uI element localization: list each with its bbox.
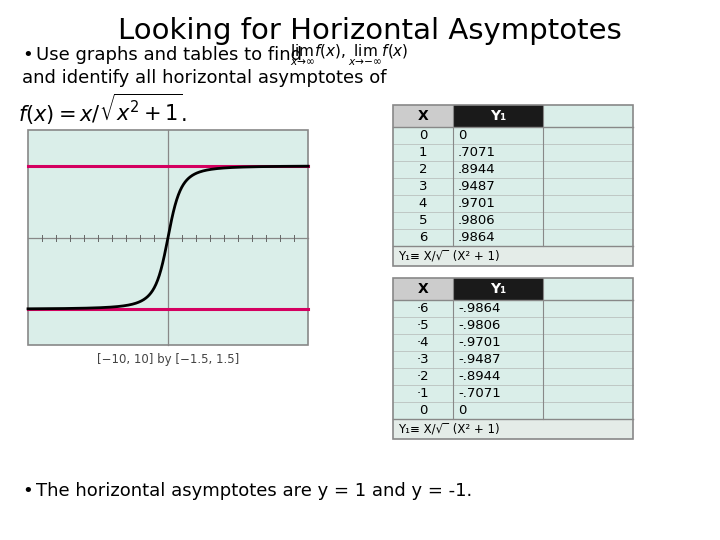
Text: ·5: ·5 <box>417 319 429 332</box>
Text: -.9864: -.9864 <box>458 302 500 315</box>
Bar <box>393 105 453 127</box>
Text: -.9806: -.9806 <box>458 319 500 332</box>
Text: [−10, 10] by [−1.5, 1.5]: [−10, 10] by [−1.5, 1.5] <box>97 353 239 366</box>
Text: ·4: ·4 <box>417 336 429 349</box>
Text: and identify all horizontal asymptotes of: and identify all horizontal asymptotes o… <box>22 69 387 87</box>
Bar <box>28 130 308 345</box>
Text: -.8944: -.8944 <box>458 370 500 383</box>
Text: 6: 6 <box>419 231 427 244</box>
Text: -.9487: -.9487 <box>458 353 500 366</box>
Text: 2: 2 <box>419 163 427 176</box>
Text: 4: 4 <box>419 197 427 210</box>
Text: ·2: ·2 <box>417 370 429 383</box>
Text: $\lim_{x\to\infty} f(x), \lim_{x\to{-\infty}} f(x)$: $\lim_{x\to\infty} f(x), \lim_{x\to{-\in… <box>290 43 408 68</box>
Text: ·1: ·1 <box>417 387 429 400</box>
Text: Y₁: Y₁ <box>490 282 506 296</box>
Text: X: X <box>418 109 428 123</box>
Text: 1: 1 <box>419 146 427 159</box>
Bar <box>393 246 633 266</box>
Text: •: • <box>22 482 32 500</box>
Text: 0: 0 <box>458 129 467 142</box>
Text: .9806: .9806 <box>458 214 495 227</box>
Bar <box>393 278 453 300</box>
Text: .7071: .7071 <box>458 146 496 159</box>
Bar <box>393 105 633 266</box>
Bar <box>453 278 543 300</box>
Text: 0: 0 <box>419 404 427 417</box>
Text: ·3: ·3 <box>417 353 429 366</box>
Text: ·6: ·6 <box>417 302 429 315</box>
Bar <box>393 278 633 439</box>
Text: -.9701: -.9701 <box>458 336 500 349</box>
Text: The horizontal asymptotes are y = 1 and y = -1.: The horizontal asymptotes are y = 1 and … <box>36 482 472 500</box>
Text: Use graphs and tables to find: Use graphs and tables to find <box>36 46 302 64</box>
Bar <box>393 105 633 266</box>
Text: .9701: .9701 <box>458 197 496 210</box>
Text: $f(x) = x / \sqrt{x^2+1}.$: $f(x) = x / \sqrt{x^2+1}.$ <box>18 92 187 127</box>
Bar <box>393 278 633 439</box>
Text: .8944: .8944 <box>458 163 495 176</box>
Text: •: • <box>22 46 32 64</box>
Text: .9864: .9864 <box>458 231 495 244</box>
Text: 5: 5 <box>419 214 427 227</box>
Bar <box>393 419 633 439</box>
Text: Y₁≡ X/√‾ (X² + 1): Y₁≡ X/√‾ (X² + 1) <box>398 422 500 435</box>
Text: 0: 0 <box>419 129 427 142</box>
Text: -.7071: -.7071 <box>458 387 500 400</box>
Text: Y₁: Y₁ <box>490 109 506 123</box>
Text: Y₁≡ X/√‾ (X² + 1): Y₁≡ X/√‾ (X² + 1) <box>398 249 500 262</box>
Bar <box>453 105 543 127</box>
Text: X: X <box>418 282 428 296</box>
Text: 0: 0 <box>458 404 467 417</box>
Text: Looking for Horizontal Asymptotes: Looking for Horizontal Asymptotes <box>118 17 622 45</box>
Text: 3: 3 <box>419 180 427 193</box>
Text: .9487: .9487 <box>458 180 496 193</box>
